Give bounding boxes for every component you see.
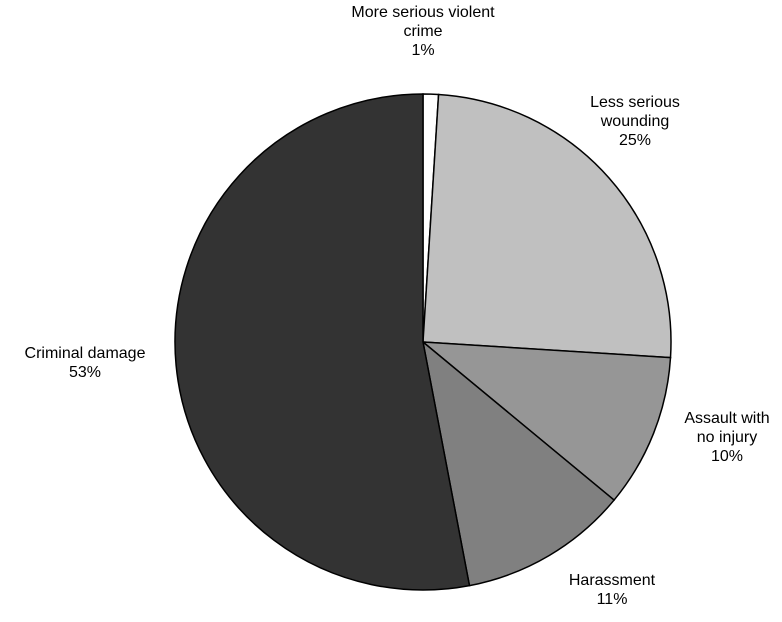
- slice-label: Assault with no injury 10%: [677, 409, 777, 466]
- category-label: More serious violent crime: [351, 4, 495, 40]
- category-label: Harassment: [568, 572, 656, 589]
- slice-label: Harassment 11%: [537, 571, 687, 609]
- slice-label: More serious violent crime 1%: [341, 3, 506, 60]
- value-label: 53%: [68, 364, 102, 381]
- value-label: 11%: [596, 591, 628, 608]
- pie-slice: [422, 93, 672, 359]
- category-label: Assault with no injury: [684, 410, 770, 446]
- pie-slice: [174, 93, 471, 591]
- pie-slice: [421, 340, 616, 587]
- value-label: 1%: [411, 42, 435, 59]
- pie-slice: [420, 341, 672, 502]
- category-label: Criminal damage: [24, 345, 146, 362]
- value-label: 25%: [618, 132, 652, 149]
- slice-label: Less serious wounding 25%: [580, 93, 690, 150]
- value-label: 10%: [710, 448, 744, 465]
- category-label: Less serious wounding: [590, 94, 680, 130]
- slice-label: Criminal damage 53%: [0, 344, 175, 382]
